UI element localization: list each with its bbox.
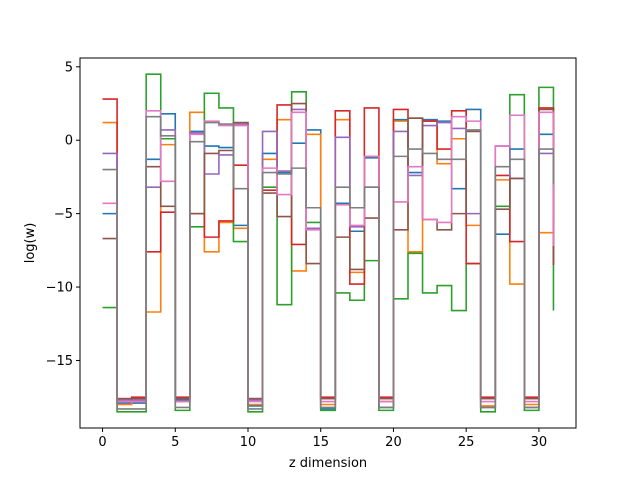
- x-tick-label: 20: [385, 435, 402, 450]
- y-axis: 5 0 −5 −10 −15: [46, 60, 80, 369]
- series-line-7: [102, 115, 555, 410]
- series-layer: [102, 73, 555, 413]
- y-axis-label: log(w): [23, 223, 38, 264]
- x-tick-label: 15: [312, 435, 329, 450]
- x-tick-label: 5: [171, 435, 179, 450]
- x-tick-label: 0: [98, 435, 106, 450]
- x-tick-label: 30: [531, 435, 548, 450]
- y-tick-label: 5: [65, 60, 73, 75]
- y-tick-label: −15: [46, 354, 73, 369]
- x-tick-label: 10: [240, 435, 257, 450]
- x-axis-label: z dimension: [289, 456, 367, 471]
- y-tick-label: −10: [46, 281, 73, 296]
- y-tick-label: 0: [65, 134, 73, 149]
- x-tick-label: 25: [458, 435, 475, 450]
- plot-frame: [79, 57, 577, 429]
- y-tick-label: −5: [54, 207, 73, 222]
- x-axis: 0 5 10 15 20 25 30: [98, 428, 547, 450]
